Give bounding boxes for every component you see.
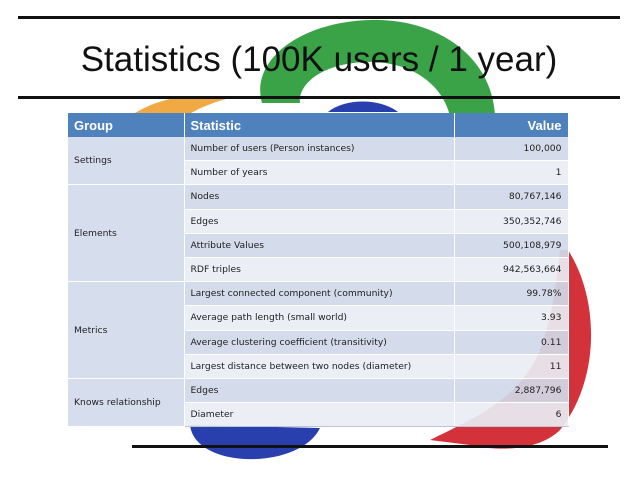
group-cell-settings: Settings [68,137,185,186]
value-cell: 942,563,664 [454,257,569,283]
statistic-cell: Edges [184,378,455,404]
header-group: Group [68,113,185,137]
statistic-cell: Number of users (Person instances) [184,137,455,162]
group-cell-metrics: Metrics [68,281,185,379]
statistics-table: Group Statistic Value Settings Number of… [68,113,569,428]
green-arc-shape [260,19,496,131]
table-row: Metrics Largest connected component (com… [68,281,569,379]
header-statistic: Statistic [184,113,455,137]
statistic-cell: Attribute Values [184,233,455,258]
value-cell: 80,767,146 [454,184,569,210]
slide-title: Statistics (100K users / 1 year) [80,40,558,79]
table-row: RDF triples 942,563,664 [68,257,569,283]
group-cell-elements: Elements [68,184,185,283]
statistic-cell: Nodes [184,184,455,210]
value-cell: 3.93 [454,305,569,331]
statistic-cell: Average path length (small world) [184,305,455,331]
table-header-row: Group Statistic Value [68,113,569,137]
value-cell: 1 [454,160,569,186]
statistic-cell: RDF triples [184,257,455,283]
table-row: Number of years 1 [68,160,569,186]
header-value: Value [454,113,569,137]
bottom-rule [132,445,608,448]
value-cell: 6 [454,402,569,428]
statistic-cell: Edges [184,209,455,234]
table-row: Largest distance between two nodes (diam… [68,354,569,379]
table-row: Edges 350,352,746 [68,209,569,234]
value-cell: 350,352,746 [454,209,569,234]
group-cell-knows-relationship: Knows relationship [68,378,185,428]
table-row: Average clustering coefficient (transiti… [68,330,569,355]
value-cell: 500,108,979 [454,233,569,258]
table-row: Attribute Values 500,108,979 [68,233,569,258]
value-cell: 100,000 [454,137,569,162]
statistic-cell: Diameter [184,402,455,428]
value-cell: 2,887,796 [454,378,569,404]
value-cell: 11 [454,354,569,379]
top-rule [18,16,620,19]
value-cell: 0.11 [454,330,569,355]
table-row: Average path length (small world) 3.93 [68,305,569,331]
statistic-cell: Largest connected component (community) [184,281,455,307]
table-row: Elements Nodes 80,767,146 [68,184,569,283]
table-row: Settings Number of users (Person instanc… [68,137,569,186]
statistic-cell: Average clustering coefficient (transiti… [184,330,455,355]
table-row: Diameter 6 [68,402,569,428]
title-rule [18,96,620,99]
blue-top-shape [328,101,398,112]
statistic-cell: Number of years [184,160,455,186]
value-cell: 99.78% [454,281,569,307]
table-row: Knows relationship Edges 2,887,796 [68,378,569,428]
blue-bottom-shape [190,425,320,460]
statistic-cell: Largest distance between two nodes (diam… [184,354,455,379]
